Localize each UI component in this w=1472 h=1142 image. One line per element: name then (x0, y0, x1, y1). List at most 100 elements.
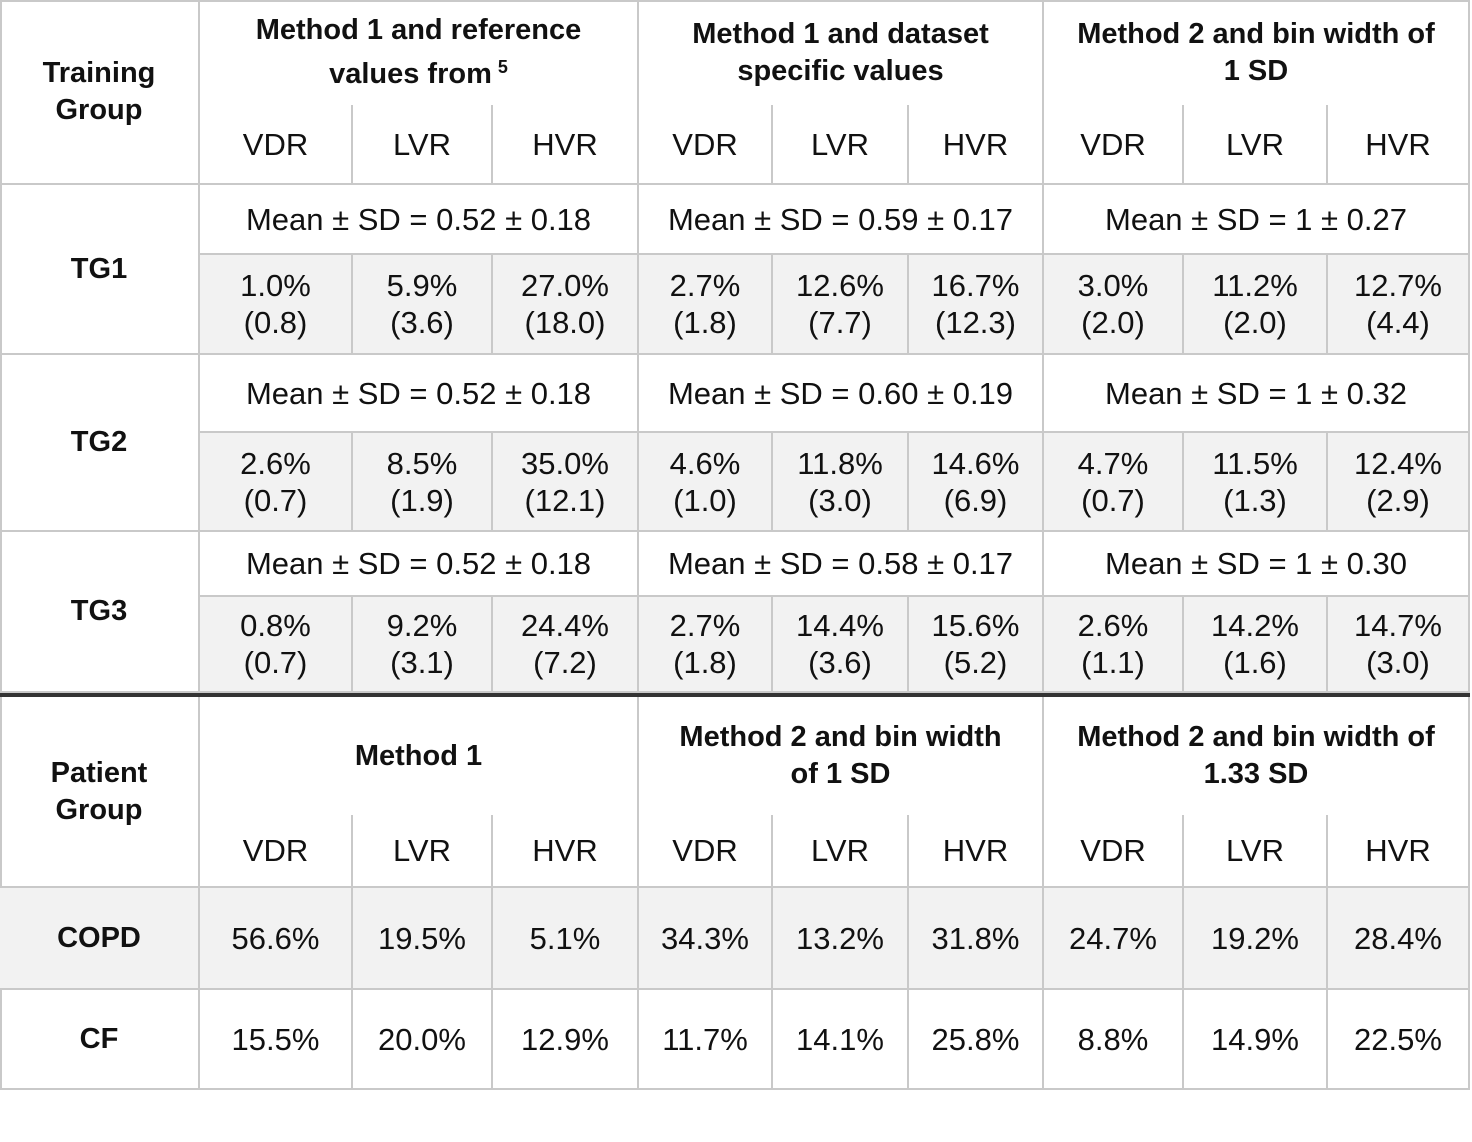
column-header: LVR (773, 105, 909, 185)
row-label: CF (0, 990, 200, 1090)
sd-text: (1.0) (673, 482, 737, 518)
value-cell: 11.7% (639, 990, 773, 1090)
value-cell: 14.1% (773, 990, 909, 1090)
value-cell: 15.6% (5.2) (909, 597, 1044, 693)
value-cell: 2.7% (1.8) (639, 597, 773, 693)
value-text: 4.6% (669, 445, 741, 481)
sd-text: (0.7) (1081, 482, 1145, 518)
value-cell: 19.5% (353, 888, 493, 990)
sd-text: (0.8) (243, 305, 308, 340)
row-label-text: TG2 (70, 426, 128, 458)
value-cell: 4.7% (0.7) (1044, 433, 1184, 532)
value-cell: 9.2% (3.1) (353, 597, 493, 693)
column-header-text: LVR (810, 833, 869, 868)
value-cell: 3.0% (2.0) (1044, 255, 1184, 355)
column-header: VDR (639, 105, 773, 185)
value-cell: 35.0% (12.1) (493, 433, 639, 532)
group-header: Method 2 and bin width of 1 SD (1044, 0, 1470, 105)
value-cell: 12.9% (493, 990, 639, 1090)
column-header-text: HVR (1365, 833, 1431, 868)
column-header: HVR (909, 105, 1044, 185)
value-cell: 11.5% (1.3) (1184, 433, 1328, 532)
value-cell: 14.6% (6.9) (909, 433, 1044, 532)
sd-text: (0.7) (243, 645, 308, 680)
group-title: Method 1 and dataset specific values (669, 16, 1012, 90)
group-title: Method 2 and bin width of 1.33 SD (1074, 719, 1438, 793)
summary-cell: Mean ± SD = 0.59 ± 0.17 (639, 185, 1044, 255)
value-cell: 31.8% (909, 888, 1044, 990)
column-header-text: VDR (1080, 126, 1146, 162)
value-text: 13.2% (796, 920, 884, 956)
group-title: Method 1 (355, 738, 482, 775)
value-cell: 2.6% (1.1) (1044, 597, 1184, 693)
sd-text: (3.0) (808, 482, 872, 518)
value-cell: 0.8% (0.7) (200, 597, 353, 693)
value-text: 19.5% (378, 920, 466, 956)
value-text: 12.9% (521, 1021, 609, 1057)
group-title-text: Method 1 and reference values from (255, 14, 582, 90)
column-header-text: LVR (392, 833, 451, 868)
sd-text: (2.0) (1223, 305, 1287, 340)
group-header: Method 1 and dataset specific values (639, 0, 1044, 105)
sd-text: (1.9) (390, 482, 454, 518)
value-text: 11.2% (1212, 268, 1298, 303)
row-label-text: TG1 (70, 252, 128, 285)
group-title-text: Method 2 and bin width of 1 SD (1077, 17, 1435, 87)
value-text: 8.8% (1077, 1021, 1149, 1057)
value-text: 3.0% (1077, 268, 1149, 303)
value-cell: 15.5% (200, 990, 353, 1090)
value-text: 8.5% (386, 445, 458, 481)
superscript: 5 (497, 57, 508, 77)
column-header-text: VDR (242, 833, 309, 868)
sd-text: (2.0) (1081, 305, 1145, 340)
table-frame (0, 0, 1470, 1090)
value-text: 2.7% (669, 608, 741, 643)
group-header: Method 2 and bin width of 1 SD (639, 697, 1044, 815)
row-label: TG2 (0, 355, 200, 532)
column-header: VDR (200, 105, 353, 185)
value-cell: 34.3% (639, 888, 773, 990)
column-header: VDR (200, 815, 353, 888)
column-header: LVR (353, 815, 493, 888)
value-text: 14.7% (1354, 608, 1442, 643)
sd-text: (3.6) (390, 305, 454, 340)
value-text: 15.5% (231, 1021, 320, 1057)
value-text: 35.0% (521, 445, 609, 481)
value-text: 25.8% (931, 1021, 1020, 1057)
column-header-text: HVR (532, 833, 598, 868)
value-text: 11.5% (1212, 445, 1298, 481)
value-text: 31.8% (931, 920, 1020, 956)
value-cell: 5.1% (493, 888, 639, 990)
value-cell: 11.2% (2.0) (1184, 255, 1328, 355)
sd-text: (12.3) (935, 305, 1016, 340)
sd-text: (5.2) (943, 645, 1008, 680)
column-header: VDR (1044, 105, 1184, 185)
sd-text: (18.0) (524, 305, 606, 340)
group-header: Method 2 and bin width of 1.33 SD (1044, 697, 1470, 815)
value-cell: 13.2% (773, 888, 909, 990)
summary-text: Mean ± SD = 0.52 ± 0.18 (245, 201, 592, 237)
value-cell: 8.5% (1.9) (353, 433, 493, 532)
value-cell: 1.0% (0.8) (200, 255, 353, 355)
corner-header: Patient Group (0, 697, 200, 888)
column-header-text: VDR (672, 833, 738, 868)
group-title: Method 2 and bin width of 1 SD (669, 719, 1012, 793)
group-title-text: Method 2 and bin width of 1 SD (679, 721, 1002, 790)
column-header: LVR (1184, 105, 1328, 185)
column-header: HVR (493, 105, 639, 185)
group-title-text: Method 1 (354, 739, 483, 772)
group-title: Method 1 and reference values from 5 (230, 12, 607, 93)
summary-text: Mean ± SD = 0.58 ± 0.17 (667, 546, 1014, 581)
column-header: LVR (773, 815, 909, 888)
group-header: Method 1 (200, 697, 639, 815)
summary-cell: Mean ± SD = 1 ± 0.27 (1044, 185, 1470, 255)
value-cell: 2.6% (0.7) (200, 433, 353, 532)
column-header-text: HVR (532, 126, 598, 162)
summary-text: Mean ± SD = 0.60 ± 0.19 (667, 375, 1014, 411)
sd-text: (7.7) (808, 305, 872, 340)
summary-text: Mean ± SD = 1 ± 0.27 (1105, 201, 1407, 237)
sd-text: (1.6) (1223, 645, 1287, 680)
corner-header: Training Group (0, 0, 200, 185)
value-text: 15.6% (931, 608, 1020, 643)
